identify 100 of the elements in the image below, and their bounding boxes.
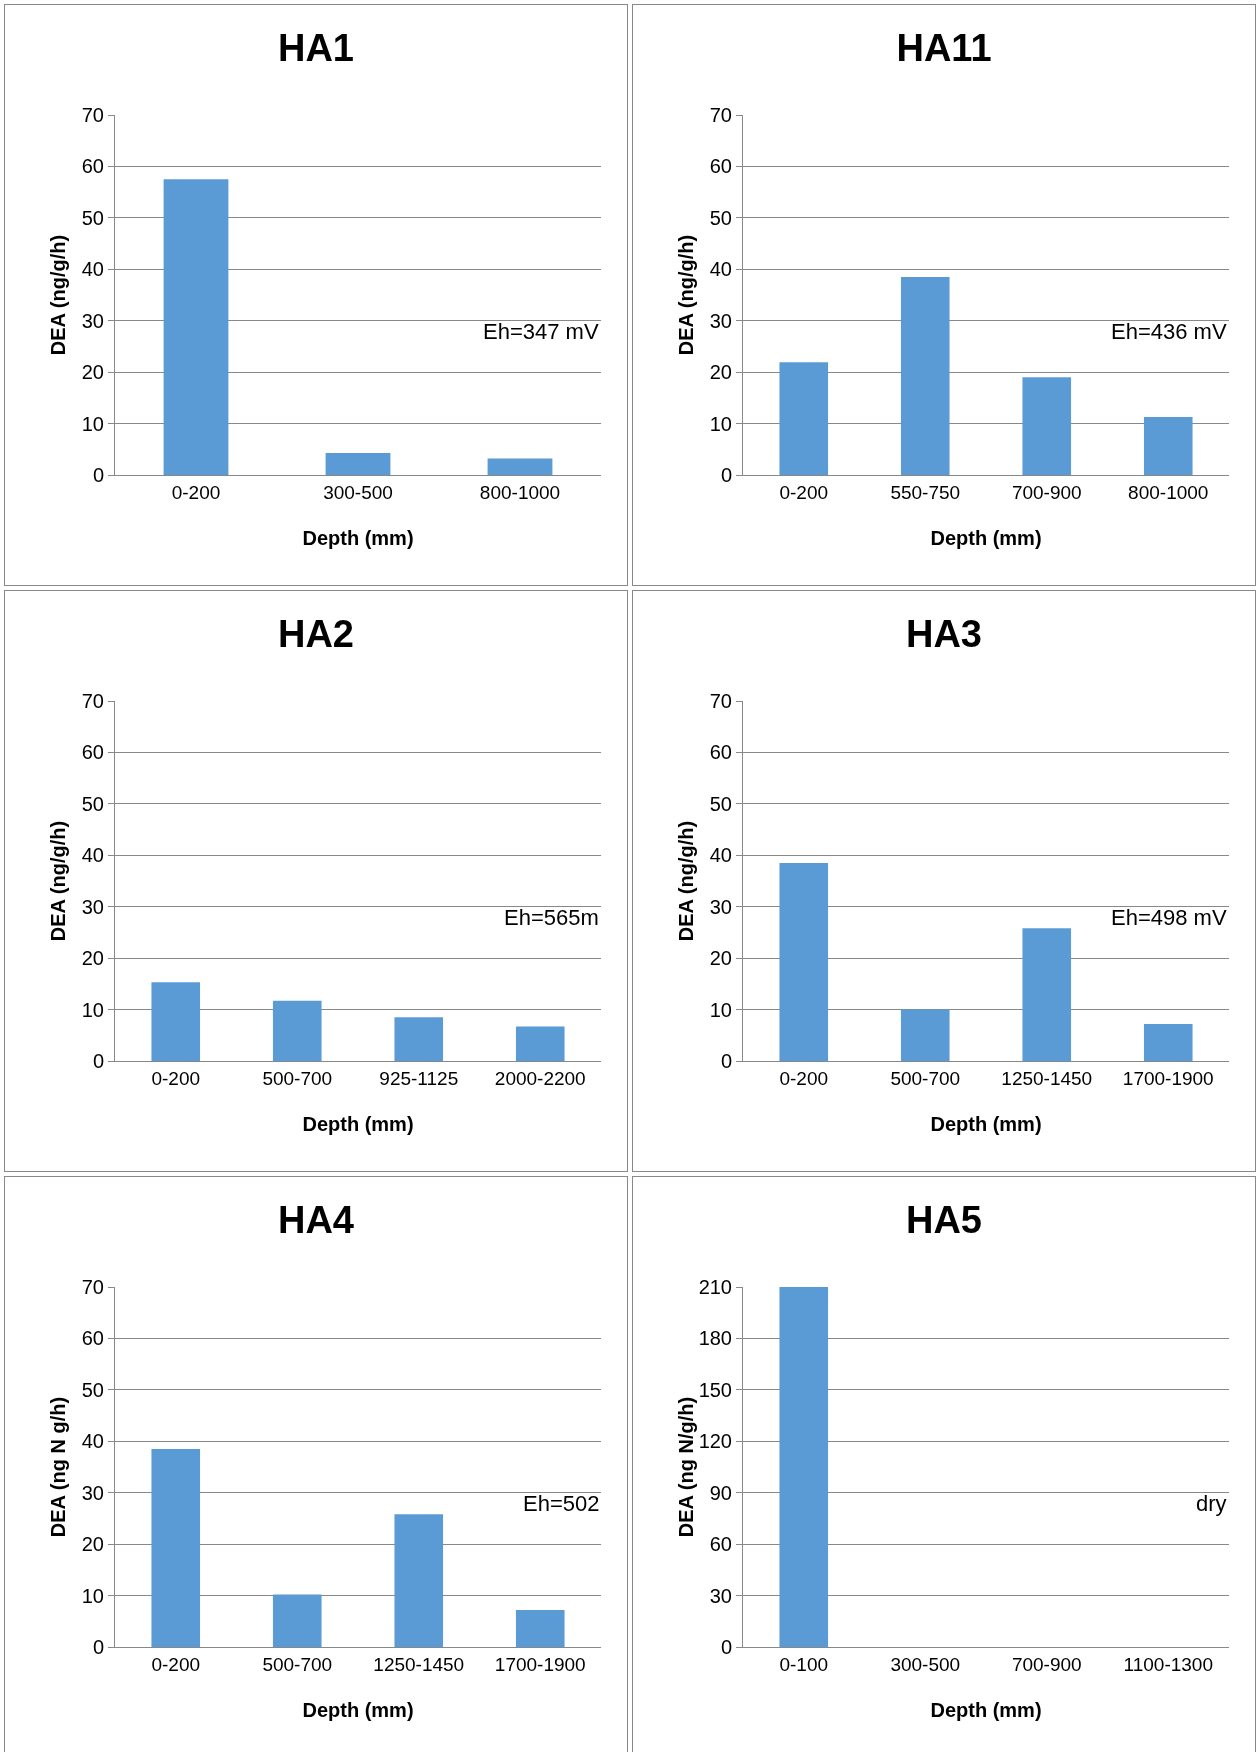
y-tick-label: 0 (92, 464, 104, 486)
y-tick-label: 60 (709, 741, 732, 764)
y-tick-label: 70 (709, 690, 732, 712)
bar (515, 1026, 565, 1061)
y-axis-title: DEA (ng/g/h) (47, 820, 69, 942)
x-tick-label: 1700-1900 (494, 1653, 586, 1675)
x-tick-label: 2000-2200 (494, 1067, 586, 1089)
bar (1022, 377, 1072, 475)
chart-title: HA1 (277, 26, 355, 69)
x-tick-label: 1100-1300 (1123, 1653, 1213, 1675)
bar (151, 982, 201, 1061)
y-tick-label: 20 (81, 947, 104, 970)
y-tick-label: 60 (709, 1533, 732, 1556)
x-tick-label: 0-200 (779, 1067, 829, 1089)
x-tick-label: 500-700 (262, 1067, 333, 1089)
x-axis-title: Depth (mm) (930, 1699, 1042, 1721)
chart-title: HA3 (905, 612, 983, 655)
y-tick-label: 20 (81, 1533, 104, 1556)
y-tick-label: 30 (709, 895, 732, 918)
y-axis-title: DEA (ng/g/h) (675, 820, 697, 942)
x-tick-label: 0-200 (779, 481, 829, 503)
bar (394, 1017, 444, 1061)
y-tick-label: 30 (81, 309, 104, 332)
y-tick-label: 90 (709, 1481, 732, 1504)
annotation: Eh=436 mV (1111, 319, 1227, 344)
y-tick-label: 10 (81, 998, 104, 1021)
annotation: Eh=565m (504, 905, 599, 930)
x-tick-label: 500-700 (262, 1653, 333, 1675)
x-tick-label: 800-1000 (479, 481, 561, 503)
x-axis-title: Depth (mm) (930, 527, 1042, 549)
x-tick-label: 700-900 (1011, 1653, 1082, 1675)
bar (272, 1000, 322, 1061)
y-tick-label: 30 (709, 1584, 732, 1607)
x-tick-label: 1250-1450 (373, 1653, 465, 1675)
x-axis-title: Depth (mm) (930, 1113, 1042, 1135)
y-tick-label: 0 (720, 1636, 732, 1658)
bar (1022, 928, 1072, 1061)
y-tick-label: 60 (709, 155, 732, 178)
y-tick-label: 40 (81, 1430, 104, 1453)
chart-title: HA2 (277, 612, 355, 655)
y-tick-label: 60 (81, 741, 104, 764)
y-tick-label: 210 (698, 1276, 732, 1298)
bar (779, 362, 829, 475)
x-axis-title: Depth (mm) (302, 1113, 414, 1135)
y-tick-label: 40 (81, 844, 104, 867)
x-tick-label: 1700-1900 (1122, 1067, 1214, 1089)
y-tick-label: 50 (709, 206, 732, 229)
bar (272, 1594, 322, 1647)
annotation: Eh=498 mV (1111, 905, 1227, 930)
y-tick-label: 70 (81, 104, 104, 126)
y-axis-title: DEA (ng/g/h) (675, 234, 697, 356)
y-tick-label: 40 (709, 258, 732, 281)
y-tick-label: 70 (709, 104, 732, 126)
y-tick-label: 60 (81, 155, 104, 178)
y-tick-label: 40 (81, 258, 104, 281)
bar (1143, 416, 1193, 475)
y-tick-label: 10 (709, 412, 732, 435)
y-tick-label: 30 (81, 1481, 104, 1504)
y-axis-title: DEA (ng N/g/h) (674, 1396, 697, 1538)
x-axis-title: Depth (mm) (302, 1699, 414, 1721)
bar (779, 863, 829, 1061)
chart-title: HA11 (896, 26, 992, 69)
y-axis-title: DEA (ng/g/h) (47, 234, 69, 356)
bar (394, 1514, 444, 1647)
y-tick-label: 0 (92, 1050, 104, 1072)
x-tick-label: 500-700 (890, 1067, 961, 1089)
y-tick-label: 0 (92, 1636, 104, 1658)
bar (487, 458, 553, 475)
y-tick-label: 50 (81, 206, 104, 229)
y-axis-title: DEA (ng N g/h) (47, 1396, 69, 1538)
y-tick-label: 10 (81, 412, 104, 435)
y-tick-label: 70 (81, 690, 104, 712)
y-tick-label: 180 (698, 1327, 732, 1350)
x-tick-label: 300-500 (323, 481, 393, 503)
x-axis-title: Depth (mm) (302, 527, 414, 549)
y-tick-label: 20 (81, 361, 104, 384)
x-tick-label: 550-750 (890, 481, 961, 503)
y-tick-label: 10 (709, 998, 732, 1021)
bar (900, 1009, 950, 1061)
annotation: Eh=502 (523, 1491, 600, 1516)
y-tick-label: 30 (81, 895, 104, 918)
y-tick-label: 50 (81, 792, 104, 815)
x-tick-label: 0-200 (171, 481, 221, 503)
x-tick-label: 925-1125 (379, 1067, 459, 1089)
x-tick-label: 0-200 (151, 1067, 201, 1089)
y-tick-label: 30 (709, 309, 732, 332)
x-tick-label: 700-900 (1011, 481, 1082, 503)
y-tick-label: 40 (709, 844, 732, 867)
bar (163, 179, 229, 475)
bar (900, 277, 950, 475)
x-tick-label: 0-200 (151, 1653, 201, 1675)
y-tick-label: 150 (698, 1378, 732, 1401)
y-tick-label: 60 (81, 1327, 104, 1350)
annotation: dry (1196, 1491, 1227, 1516)
y-tick-label: 70 (81, 1276, 104, 1298)
y-tick-label: 0 (720, 1050, 732, 1072)
y-tick-label: 120 (698, 1430, 732, 1453)
bar (515, 1609, 565, 1647)
x-tick-label: 300-500 (890, 1653, 961, 1675)
x-tick-label: 1250-1450 (1001, 1067, 1093, 1089)
